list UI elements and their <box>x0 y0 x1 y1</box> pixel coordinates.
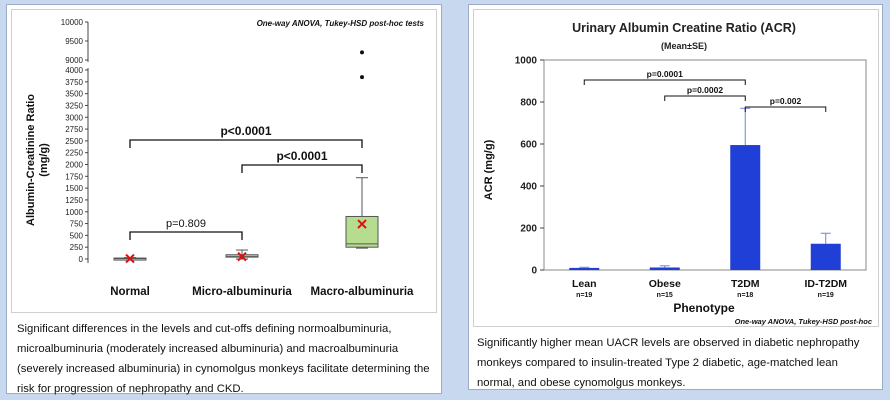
box-plot-area: One-way ANOVA, Tukey-HSD post-hoc tests … <box>11 9 437 313</box>
y-tick-labels: 0 200 400 600 800 1000 <box>515 56 538 277</box>
bar-1 <box>569 266 600 270</box>
outlier-point <box>360 75 364 80</box>
category-label: Macro-albuminuria <box>311 286 414 298</box>
y-tick-label: 2500 <box>65 137 83 146</box>
category-labels: Lean n=19 Obese n=15 T2DM n=18 ID-T2DM n=19 <box>572 278 847 299</box>
y-tick-labels: 0 250 500 750 1000 1250 1500 1750 2000 2250 2500 27… <box>61 18 84 264</box>
y-tick-label: 250 <box>70 243 84 252</box>
mean-marker <box>125 253 135 264</box>
box-plot-chart: One-way ANOVA, Tukey-HSD post-hoc tests … <box>25 18 425 298</box>
bar-rect <box>569 267 600 270</box>
y-axis-label: ACR (mg/g) <box>483 139 495 200</box>
stats-note: One-way ANOVA, Tukey-HSD post-hoc <box>735 317 873 326</box>
y-tick-label: 3750 <box>65 78 83 87</box>
y-tick-label: 3000 <box>65 113 83 122</box>
box-2 <box>225 249 259 262</box>
category-label: Lean <box>572 278 597 290</box>
left-panel: One-way ANOVA, Tukey-HSD post-hoc tests … <box>6 4 442 395</box>
mean-marker <box>237 251 247 262</box>
category-label: Micro-albuminuria <box>192 286 292 298</box>
y-tick-label: 400 <box>520 182 537 193</box>
comparison-brackets: p=0.0001 p=0.0002 p=0.002 <box>583 69 827 112</box>
p-value-label: p<0.0001 <box>220 124 271 138</box>
y-tick-label: 2750 <box>65 125 83 134</box>
comparison-bracket: p<0.0001 <box>241 149 363 173</box>
comparison-brackets: p=0.809 p<0.0001 p<0.0001 <box>129 124 363 240</box>
y-tick-label: 4000 <box>65 66 83 75</box>
y-tick-label: 0 <box>79 255 84 264</box>
y-tick-label: 750 <box>70 220 84 229</box>
y-axis <box>85 21 89 263</box>
bar-chart-area: Urinary Albumin Creatine Ratio (ACR) (Me… <box>473 9 879 327</box>
comparison-bracket: p=0.0002 <box>664 85 746 101</box>
category-label: Obese <box>649 278 681 290</box>
boxes <box>113 50 379 264</box>
y-tick-label: 10000 <box>61 18 84 27</box>
category-labels: Normal Micro-albuminuria Macro-albuminuria <box>110 286 414 298</box>
bar-rect <box>810 243 841 270</box>
x-axis-label: Phenotype <box>673 301 735 315</box>
comparison-bracket: p<0.0001 <box>129 124 363 148</box>
outlier-point <box>360 50 364 55</box>
chart-subtitle: (Mean±SE) <box>661 41 707 51</box>
y-tick-label: 200 <box>520 224 537 235</box>
box-3 <box>345 50 379 249</box>
sample-size-label: n=19 <box>576 292 592 299</box>
y-tick-label: 600 <box>520 140 537 151</box>
y-tick-label: 500 <box>70 231 84 240</box>
y-tick-label: 2000 <box>65 161 83 170</box>
axes <box>540 59 867 271</box>
plot-frame <box>543 59 867 271</box>
p-value-label: p=0.809 <box>166 218 206 230</box>
box-rect <box>345 215 379 248</box>
y-tick-label: 1000 <box>65 208 83 217</box>
p-value-label: p<0.0001 <box>276 149 327 163</box>
left-caption: Significant differences in the levels an… <box>17 323 430 395</box>
y-tick-label: 1250 <box>65 196 83 205</box>
sample-size-label: n=18 <box>737 292 753 299</box>
stats-note: One-way ANOVA, Tukey-HSD post-hoc tests <box>257 19 425 28</box>
y-tick-label: 3500 <box>65 90 83 99</box>
comparison-bracket: p=0.002 <box>744 96 827 112</box>
bar-4 <box>810 232 841 270</box>
chart-title: Urinary Albumin Creatine Ratio (ACR) <box>572 21 796 35</box>
y-tick-label: 1750 <box>65 172 83 181</box>
comparison-bracket: p=0.809 <box>129 218 243 240</box>
comparison-bracket: p=0.0001 <box>583 69 746 85</box>
y-tick-label: 9000 <box>65 56 83 65</box>
bar-2 <box>649 265 680 270</box>
bar-3 <box>730 107 761 270</box>
bar-chart: Urinary Albumin Creatine Ratio (ACR) (Me… <box>483 21 873 326</box>
y-axis-label: Albumin-Creatinine Ratio <box>25 94 37 226</box>
p-value-label: p=0.0001 <box>647 69 683 79</box>
category-label: Normal <box>110 286 150 298</box>
box-1 <box>113 253 147 264</box>
category-label: ID-T2DM <box>804 278 847 290</box>
bar-rect <box>649 267 680 270</box>
sample-size-label: n=19 <box>818 292 834 299</box>
right-panel: Urinary Albumin Creatine Ratio (ACR) (Me… <box>468 4 883 390</box>
category-label: T2DM <box>731 278 760 290</box>
y-tick-label: 3250 <box>65 101 83 110</box>
mean-marker <box>357 219 367 229</box>
y-tick-label: 0 <box>531 266 537 277</box>
y-tick-label: 1000 <box>515 56 538 67</box>
p-value-label: p=0.002 <box>770 96 802 106</box>
bars <box>569 107 841 270</box>
bar-rect <box>730 145 761 270</box>
y-tick-label: 2250 <box>65 149 83 158</box>
y-axis-unit: (mg/g) <box>38 143 50 177</box>
y-tick-label: 800 <box>520 98 537 109</box>
sample-size-label: n=15 <box>657 292 673 299</box>
right-caption: Significantly higher mean UACR levels ar… <box>477 337 860 389</box>
y-tick-label: 1500 <box>65 184 83 193</box>
y-tick-label: 9500 <box>65 37 83 46</box>
p-value-label: p=0.0002 <box>687 85 723 95</box>
